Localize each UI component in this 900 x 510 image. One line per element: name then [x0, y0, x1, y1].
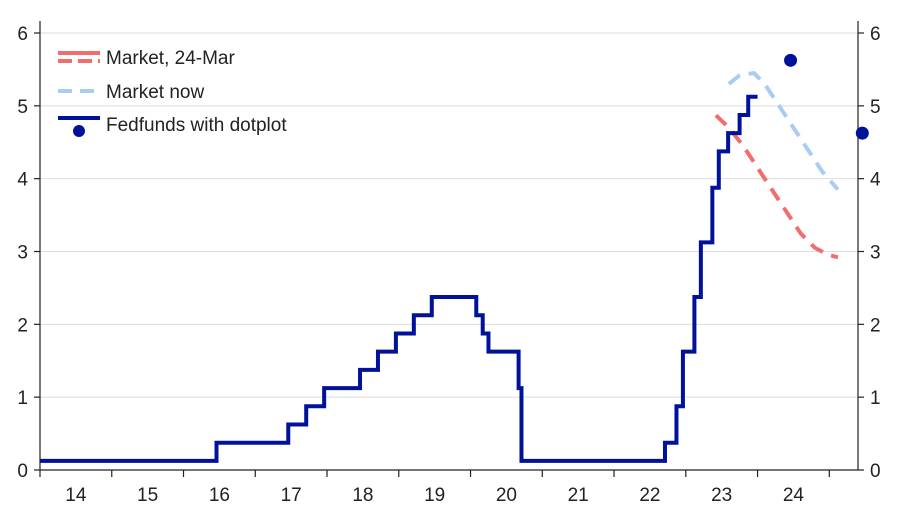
legend-label: Market, 24-Mar: [106, 48, 235, 69]
legend-swatch: [73, 125, 85, 137]
y-tick-label-left: 3: [17, 243, 28, 264]
y-tick-label-left: 5: [17, 97, 28, 118]
y-tick-label-right: 2: [870, 315, 881, 336]
y-tick-label-left: 0: [17, 461, 28, 482]
y-tick-label-left: 6: [17, 24, 28, 45]
y-tick-label-right: 6: [870, 24, 881, 45]
data-point: [784, 53, 798, 67]
y-tick-label-right: 1: [870, 388, 881, 409]
legend: Market, 24-Mar Market now Fedfunds with do…: [58, 48, 287, 137]
series-line: [40, 94, 758, 463]
data-point: [855, 126, 869, 140]
y-tick-label-right: 0: [870, 461, 881, 482]
y-tick-label-left: 1: [17, 388, 28, 409]
series-layer: [40, 53, 869, 463]
x-tick-label: 18: [352, 485, 373, 506]
y-tick-label-right: 5: [870, 97, 881, 118]
gridlines: [40, 32, 858, 398]
x-tick-label: 21: [568, 485, 589, 506]
x-tick-label: 24: [783, 485, 805, 506]
x-tick-label: 19: [424, 485, 445, 506]
series-line: [727, 71, 840, 191]
legend-label: Fedfunds with dotplot: [106, 115, 287, 136]
x-tick-label: 17: [281, 485, 302, 506]
x-tick-label: 15: [137, 485, 158, 506]
y-tick-label-left: 2: [17, 315, 28, 336]
legend-label: Market now: [106, 82, 204, 103]
y-tick-label-right: 3: [870, 243, 881, 264]
y-tick-label-right: 4: [870, 170, 881, 191]
x-tick-label: 14: [65, 485, 87, 506]
series-line: [714, 113, 839, 260]
y-tick-label-left: 4: [17, 170, 28, 191]
axes: 0 01 12 23 34 45 56 614 15 16 17 18 19 20 21 22 23 24: [17, 21, 881, 506]
x-tick-label: 20: [496, 485, 517, 506]
x-tick-label: 23: [711, 485, 732, 506]
x-tick-label: 22: [639, 485, 660, 506]
x-tick-label: 16: [209, 485, 230, 506]
